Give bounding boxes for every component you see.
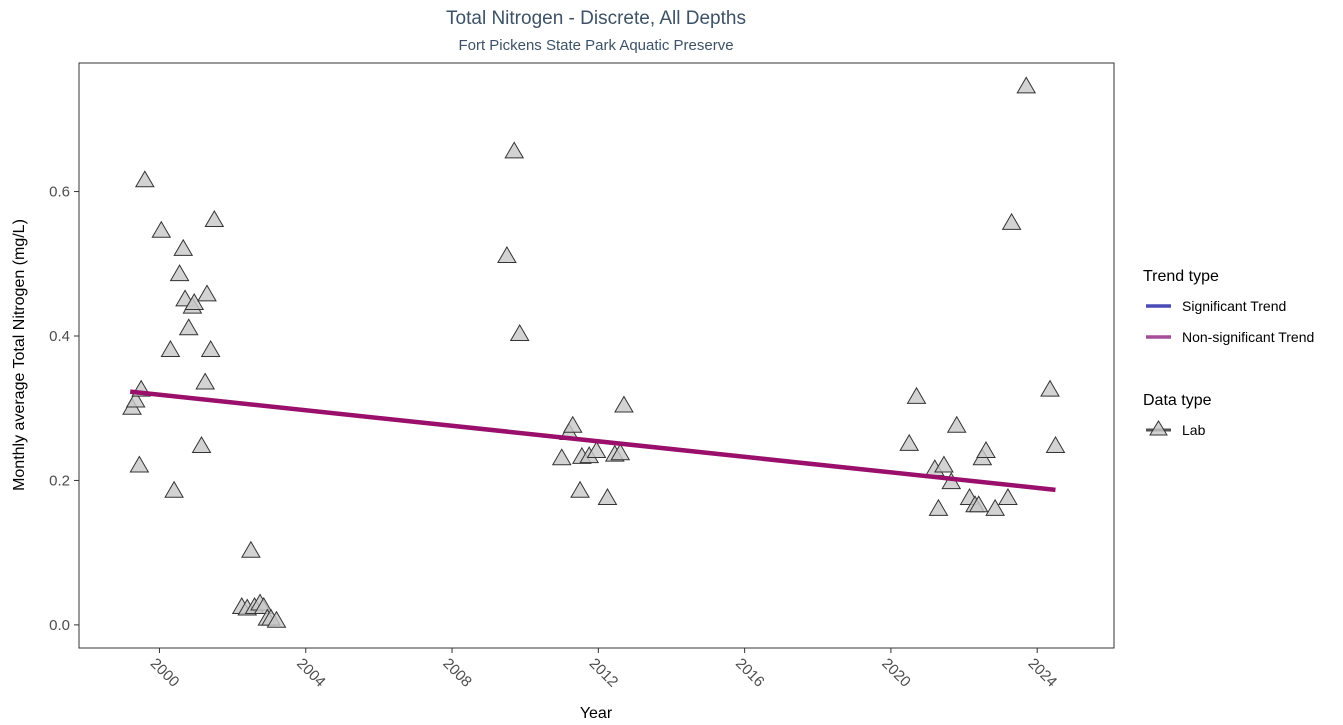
plot-panel	[78, 62, 1115, 649]
data-point	[509, 324, 530, 342]
y-axis: 0.0 0.2 0.4 0.6	[49, 184, 79, 634]
x-tick-label: 2000	[147, 655, 183, 691]
data-point	[197, 284, 217, 302]
data-point	[899, 433, 920, 451]
data-point	[614, 395, 634, 413]
data-point	[906, 386, 927, 404]
data-point	[151, 220, 172, 238]
data-point	[184, 293, 205, 310]
data-point	[504, 141, 525, 159]
data-point	[178, 318, 199, 336]
data-point	[204, 209, 225, 227]
data-point	[551, 448, 572, 466]
data-point	[985, 498, 1006, 516]
data-point	[164, 480, 184, 498]
x-tick-label: 2020	[878, 655, 914, 691]
data-point	[169, 264, 190, 282]
data-point	[497, 246, 517, 264]
data-point	[253, 597, 274, 615]
legend-trend-title: Trend type	[1143, 268, 1219, 285]
data-point	[1016, 76, 1037, 94]
data-point	[160, 339, 181, 357]
data-point	[946, 415, 967, 433]
data-point	[968, 495, 989, 513]
data-point	[1040, 379, 1060, 397]
data-point	[562, 415, 583, 433]
x-axis-title: Year	[580, 705, 613, 722]
data-point	[191, 436, 212, 453]
data-point	[129, 455, 150, 473]
data-point	[134, 170, 155, 188]
data-point	[266, 610, 287, 628]
legend: Trend type Significant Trend Non-signifi…	[1143, 268, 1314, 438]
data-point	[241, 540, 261, 558]
x-tick-label: 2016	[732, 655, 768, 691]
data-point	[125, 390, 146, 408]
legend-data-title: Data type	[1143, 392, 1212, 409]
data-point	[928, 498, 949, 516]
legend-label-nonsignificant: Non-significant Trend	[1182, 329, 1314, 345]
chart-title: Total Nitrogen - Discrete, All Depths	[446, 8, 746, 29]
data-point	[586, 441, 607, 459]
legend-key-lab-triangle	[1149, 420, 1168, 436]
y-tick-label: 0.0	[49, 617, 70, 634]
data-point	[998, 488, 1018, 505]
x-tick-label: 2024	[1025, 655, 1061, 691]
data-point	[200, 339, 221, 357]
y-axis-title: Monthly average Total Nitrogen (mg/L)	[11, 219, 28, 491]
y-tick-label: 0.4	[49, 328, 70, 345]
legend-label-significant: Significant Trend	[1182, 298, 1286, 314]
y-tick-label: 0.2	[49, 472, 70, 489]
x-axis: 2000 2004 2008 2012 2016 2020 2024	[147, 648, 1060, 691]
trend-line-group	[129, 389, 1056, 493]
x-tick-label: 2004	[293, 655, 329, 691]
data-point	[173, 238, 194, 256]
data-point	[610, 443, 631, 461]
data-point	[1045, 436, 1066, 453]
data-point	[976, 441, 996, 459]
data-point	[570, 480, 590, 498]
data-point	[195, 372, 216, 390]
data-point	[934, 455, 954, 473]
data-point	[597, 488, 618, 505]
x-tick-label: 2008	[439, 655, 475, 691]
legend-label-lab: Lab	[1182, 422, 1206, 438]
data-point	[1001, 212, 1022, 230]
chart-subtitle: Fort Pickens State Park Aquatic Preserve	[458, 37, 733, 54]
x-tick-label: 2012	[586, 655, 622, 691]
trend-line	[129, 389, 1056, 493]
data-points	[122, 76, 1066, 628]
y-tick-label: 0.6	[49, 184, 70, 201]
